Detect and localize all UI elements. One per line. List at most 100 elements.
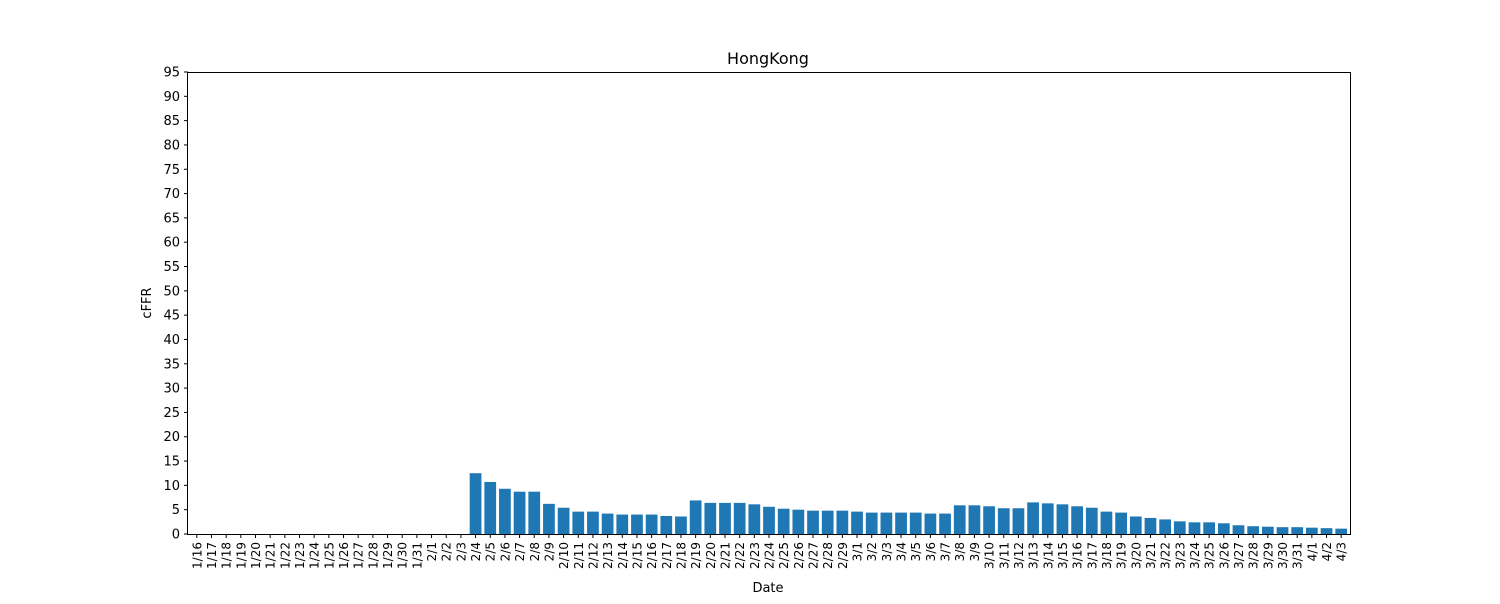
x-tick-label: 2/21: [718, 542, 732, 569]
bar-2-12: [587, 511, 599, 534]
x-tick-label: 3/3: [880, 542, 894, 561]
x-tick-label: 3/23: [1173, 542, 1187, 569]
bar-3-21: [1144, 517, 1157, 534]
x-tick-label: 2/22: [733, 542, 747, 569]
x-tick-label: 4/1: [1305, 542, 1319, 561]
x-tick-label: 3/29: [1261, 542, 1275, 569]
y-tick-label: 50: [163, 284, 180, 299]
y-tick-label: 25: [163, 406, 180, 421]
bar-2-16: [645, 514, 658, 534]
bar-2-27: [807, 510, 819, 534]
bar-3-3: [880, 512, 893, 534]
bar-4-1: [1305, 527, 1318, 534]
x-ticks-group: 1/16 1/17 1/18 1/19 1/20 1/21 1/22 1/23 1/24 1/25…: [190, 534, 1349, 569]
x-tick-label: 1/30: [396, 542, 410, 569]
y-tick-label: 30: [163, 382, 180, 397]
x-tick-label: 4/2: [1320, 542, 1334, 561]
x-tick-label: 3/11: [997, 542, 1011, 569]
y-tick-label: 5: [172, 503, 180, 518]
bar-2-14: [616, 514, 629, 534]
x-tick-label: 3/25: [1203, 542, 1217, 569]
bar-2-25: [777, 508, 790, 534]
bar-3-19: [1115, 512, 1127, 534]
bar-3-9: [968, 505, 981, 534]
x-tick-label: 3/5: [909, 542, 923, 561]
bar-2-13: [601, 513, 614, 534]
x-tick-label: 2/18: [674, 542, 688, 569]
plot-frame: [187, 72, 1351, 535]
x-tick-label: 1/23: [293, 542, 307, 569]
x-tick-label: 3/26: [1217, 542, 1231, 569]
x-tick-label: 1/31: [410, 542, 424, 569]
x-tick-label: 2/14: [616, 542, 630, 569]
x-tick-label: 2/10: [557, 542, 571, 569]
x-tick-label: 3/7: [939, 542, 953, 561]
x-tick-label: 1/20: [249, 542, 263, 569]
bar-3-31: [1291, 527, 1304, 534]
x-tick-label: 2/29: [836, 542, 850, 569]
x-tick-label: 2/11: [572, 542, 586, 569]
bar-2-11: [572, 511, 585, 534]
y-tick-label: 70: [163, 187, 180, 202]
bar-3-29: [1261, 526, 1274, 534]
bar-3-1: [851, 511, 863, 534]
x-tick-label: 3/27: [1232, 542, 1246, 569]
y-tick-label: 60: [163, 236, 180, 251]
x-tick-label: 3/4: [895, 542, 909, 561]
y-tick-label: 15: [163, 455, 180, 470]
x-tick-label: 4/3: [1335, 542, 1349, 561]
x-tick-label: 2/12: [586, 542, 600, 569]
x-tick-label: 3/2: [865, 542, 879, 561]
y-tick-label: 85: [163, 114, 180, 129]
x-tick-label: 1/27: [352, 542, 366, 569]
x-tick-label: 1/22: [278, 542, 292, 569]
x-tick-label: 3/12: [1012, 542, 1026, 569]
bar-3-12: [1012, 508, 1025, 534]
y-tick-label: 20: [163, 430, 180, 445]
x-tick-label: 2/9: [542, 542, 556, 561]
bar-2-24: [763, 506, 775, 534]
bar-3-6: [924, 513, 937, 534]
x-tick-label: 2/4: [469, 542, 483, 561]
bar-3-7: [939, 513, 951, 534]
x-tick-label: 2/23: [748, 542, 762, 569]
x-tick-label: 3/31: [1291, 542, 1305, 569]
bar-2-10: [557, 507, 570, 534]
x-tick-label: 3/20: [1129, 542, 1143, 569]
x-tick-label: 3/16: [1071, 542, 1085, 569]
bar-3-18: [1100, 511, 1113, 534]
x-tick-label: 1/26: [337, 542, 351, 569]
bar-3-25: [1203, 522, 1216, 534]
x-tick-label: 3/1: [851, 542, 865, 561]
bar-2-20: [704, 502, 717, 534]
bar-4-3: [1335, 528, 1348, 534]
bar-2-29: [836, 510, 849, 534]
bar-2-15: [631, 514, 643, 534]
y-tick-label: 80: [163, 138, 180, 153]
x-tick-label: 3/13: [1027, 542, 1041, 569]
y-tick-label: 35: [163, 357, 180, 372]
x-tick-label: 2/2: [440, 542, 454, 561]
x-tick-label: 3/9: [968, 542, 982, 561]
bar-2-26: [792, 509, 805, 534]
x-tick-label: 3/19: [1115, 542, 1129, 569]
y-tick-label: 10: [163, 479, 180, 494]
x-tick-label: 1/16: [190, 542, 204, 569]
x-tick-label: 2/8: [528, 542, 542, 561]
bar-2-19: [689, 500, 702, 534]
x-tick-label: 2/7: [513, 542, 527, 561]
bar-2-28: [821, 510, 834, 534]
x-tick-label: 1/19: [234, 542, 248, 569]
bar-2-9: [543, 503, 555, 534]
x-tick-label: 3/6: [924, 542, 938, 561]
x-tick-label: 3/14: [1041, 542, 1055, 569]
bar-2-4: [469, 473, 482, 534]
bar-2-5: [484, 481, 497, 534]
y-tick-label: 55: [163, 260, 180, 275]
bar-3-28: [1247, 526, 1260, 534]
x-tick-label: 2/20: [704, 542, 718, 569]
y-tick-label: 45: [163, 309, 180, 324]
x-tick-label: 2/16: [645, 542, 659, 569]
